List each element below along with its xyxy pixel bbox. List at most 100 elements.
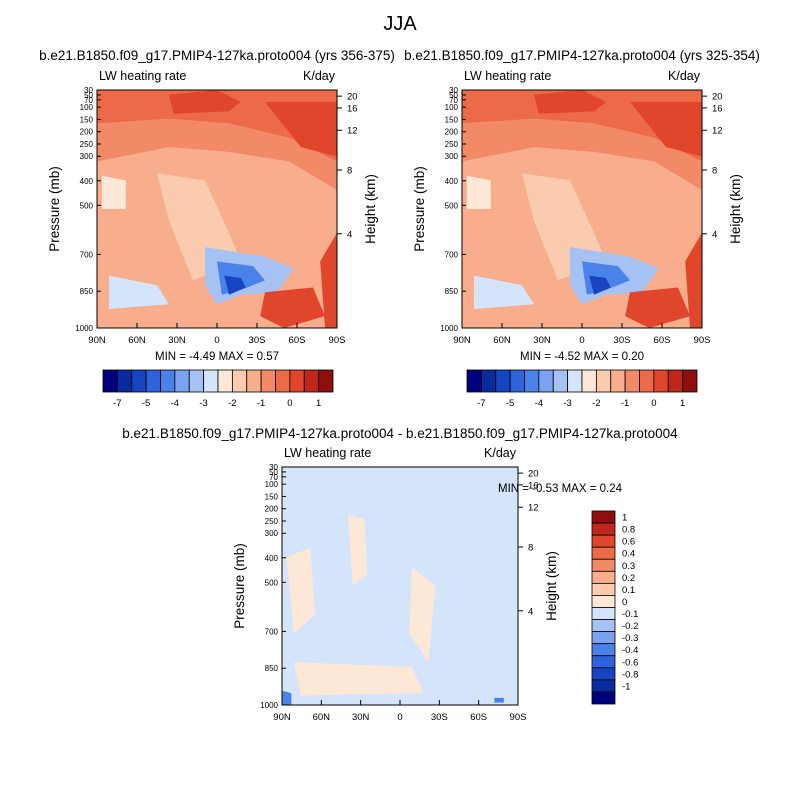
lat-tick-label: 60N: [128, 335, 146, 346]
colorbar-label: -2: [228, 398, 236, 409]
field-tropopause-max: [169, 90, 241, 114]
colorbar-label: -0.1: [622, 609, 638, 620]
height-tick-label: 20: [712, 92, 723, 103]
colorbar-label: -0.8: [622, 669, 638, 680]
panel-left-label: LW heating rate: [284, 446, 371, 460]
colorbar-box: [145, 369, 161, 393]
colorbar-box: [174, 369, 190, 393]
lat-tick-label: 0: [397, 712, 402, 723]
field-tropopause-max: [534, 90, 606, 114]
field-positive-west: [286, 547, 315, 634]
colorbar-box: [231, 369, 248, 393]
colorbar-box: [567, 369, 583, 393]
field-negative-spot: [494, 697, 504, 703]
colorbar-box: [289, 369, 305, 393]
colorbar-box: [524, 369, 540, 393]
colorbar-label: -1: [257, 398, 265, 409]
colorbar-box: [591, 643, 616, 657]
min-max-stats: MIN = -0.53 MAX = 0.24: [498, 483, 623, 495]
colorbar-box: [591, 522, 616, 536]
colorbar-label: 1: [316, 398, 321, 409]
colorbar-box: [591, 691, 616, 705]
pressure-tick-label: 850: [265, 664, 279, 673]
colorbar-label: 0.2: [622, 573, 635, 584]
pressure-tick-label: 500: [265, 578, 279, 587]
pressure-tick-label: 70: [269, 473, 278, 482]
panel-left-label: LW heating rate: [99, 69, 186, 83]
pressure-tick-label: 150: [265, 492, 279, 501]
y-axis-right-title: Height (km): [544, 551, 559, 621]
pressure-tick-label: 500: [445, 201, 459, 210]
colorbar-box: [495, 369, 511, 393]
colorbar: -7 -5 -4 -3 -2 -1 0 1: [102, 369, 334, 409]
colorbar-box: [591, 546, 616, 560]
pressure-tick-label: 100: [265, 480, 279, 489]
colorbar-box: [591, 534, 616, 548]
colorbar-box: [610, 369, 626, 393]
colorbar-box: [624, 369, 640, 393]
colorbar-box: [217, 369, 233, 393]
colorbar-box: [591, 570, 616, 584]
pressure-tick-label: 1000: [260, 701, 278, 710]
colorbar-label: 0.1: [622, 585, 635, 596]
colorbar-box: [639, 369, 655, 393]
colorbar-box: [203, 369, 219, 393]
colorbar-box: [509, 369, 525, 393]
field-pole-warm: [320, 232, 337, 328]
lat-tick-label: 0: [579, 335, 584, 346]
panel-title: b.e21.B1850.f09_g17.PMIP4-127ka.proto004…: [122, 426, 678, 441]
field-west-low-cool: [109, 275, 169, 309]
pressure-tick-label: 200: [80, 128, 94, 137]
panel-3: b.e21.B1850.f09_g17.PMIP4-127ka.proto004…: [122, 426, 678, 723]
pressure-tick-label: 1000: [440, 324, 458, 333]
pressure-tick-label: 50: [84, 91, 93, 100]
lat-tick-label: 30N: [352, 712, 370, 723]
colorbar-label: 1: [680, 398, 685, 409]
colorbar-box: [260, 369, 276, 393]
field-polar-max: [630, 101, 702, 157]
field-negative-corner: [282, 690, 292, 705]
panel-2: b.e21.B1850.f09_g17.PMIP4-127ka.proto004…: [404, 48, 760, 409]
field-pole-warm: [685, 232, 702, 328]
colorbar-box: [116, 369, 133, 393]
pressure-tick-label: 700: [265, 627, 279, 636]
colorbar-label: 0: [622, 597, 627, 608]
y-axis-right-title: Height (km): [728, 174, 743, 244]
colorbar-box: [591, 631, 616, 645]
colorbar-box: [538, 369, 554, 393]
colorbar-label: 0.3: [622, 561, 635, 572]
height-tick-label: 20: [347, 92, 358, 103]
pressure-tick-label: 700: [80, 250, 94, 259]
colorbar-label: -5: [506, 398, 514, 409]
colorbar-box: [131, 369, 147, 393]
lat-tick-label: 30S: [614, 335, 631, 346]
colorbar-label: 0.8: [622, 525, 635, 536]
field-mid-light-west: [101, 175, 126, 209]
colorbar-box: [591, 510, 616, 524]
height-tick-label: 8: [712, 165, 717, 176]
field-south-warm: [625, 287, 690, 328]
lat-tick-label: 30S: [431, 712, 448, 723]
colorbar-label: 0.6: [622, 537, 635, 548]
colorbar-box: [591, 667, 616, 681]
pressure-tick-label: 300: [445, 152, 459, 161]
min-max-stats: MIN = -4.49 MAX = 0.57: [155, 351, 279, 363]
colorbar-box: [102, 369, 118, 393]
colorbar-box: [581, 369, 597, 393]
pressure-tick-label: 100: [445, 103, 459, 112]
colorbar-box: [682, 369, 698, 393]
colorbar-label: -4: [171, 398, 179, 409]
colorbar-label: -0.3: [622, 633, 638, 644]
lat-tick-label: 60N: [493, 335, 511, 346]
min-max-stats: MIN = -4.52 MAX = 0.20: [520, 351, 644, 363]
lat-tick-label: 60N: [313, 712, 331, 723]
colorbar: 10.80.60.40.30.20.10-0.1-0.2-0.3-0.4-0.6…: [591, 510, 638, 705]
colorbar-box: [480, 369, 497, 393]
pressure-tick-label: 30: [84, 86, 93, 95]
panel-right-label: K/day: [303, 69, 336, 83]
pressure-tick-label: 500: [80, 201, 94, 210]
panel-1: b.e21.B1850.f09_g17.PMIP4-127ka.proto004…: [39, 48, 395, 409]
lat-tick-label: 0: [214, 335, 219, 346]
colorbar-box: [653, 369, 669, 393]
panel-title: b.e21.B1850.f09_g17.PMIP4-127ka.proto004…: [404, 48, 760, 63]
